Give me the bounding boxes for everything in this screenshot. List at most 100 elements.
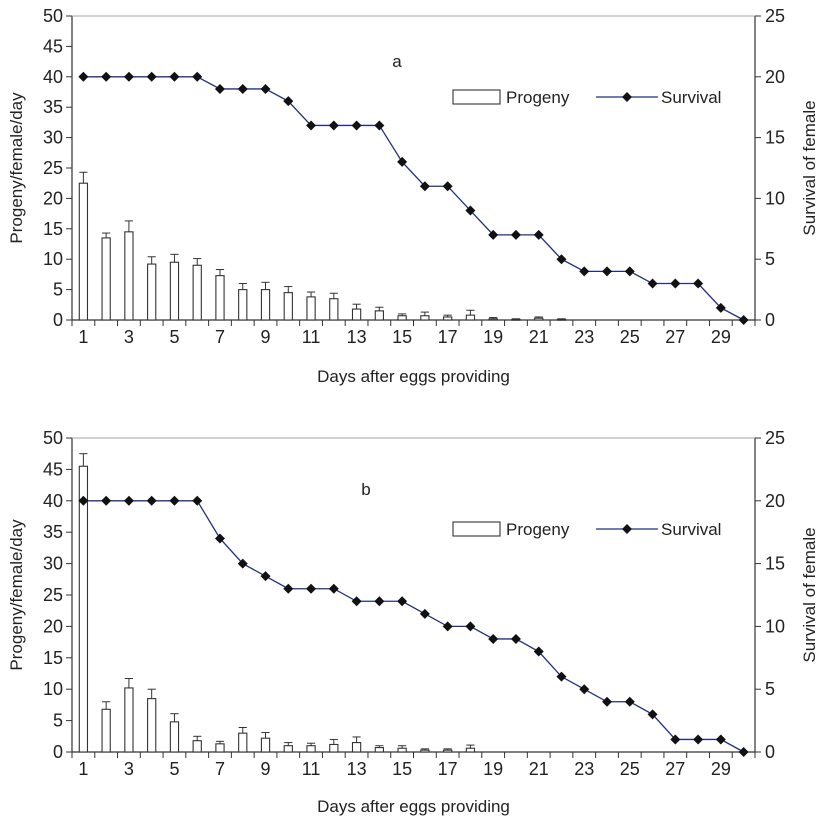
progeny-bar [351, 742, 362, 753]
survival-point [374, 120, 385, 131]
y-tick-label-right: 5 [765, 679, 775, 699]
survival-point [260, 83, 271, 94]
x-tick-label: 19 [483, 759, 503, 779]
x-tick-label: 7 [215, 759, 225, 779]
x-tick-label: 1 [78, 759, 88, 779]
survival-point [283, 583, 294, 594]
x-tick-label: 11 [302, 759, 321, 779]
y-tick-label-left: 15 [43, 648, 63, 668]
progeny-bar [238, 732, 248, 753]
survival-point [78, 71, 89, 82]
survival-point [192, 495, 203, 506]
survival-point [670, 734, 681, 745]
survival-point [510, 229, 521, 240]
survival-point [169, 71, 180, 82]
survival-point [693, 734, 704, 745]
survival-point [488, 633, 499, 644]
survival-point [306, 120, 317, 131]
progeny-bar [465, 747, 476, 753]
progeny-bar [215, 275, 225, 321]
y-tick-label-right: 15 [765, 128, 785, 148]
progeny-bar [420, 749, 430, 753]
y-axis-title-left: Progeny/female/day [7, 92, 26, 244]
progeny-bar [397, 315, 407, 321]
x-tick-label: 29 [711, 327, 731, 347]
x-tick-label: 29 [711, 759, 731, 779]
y-tick-label-right: 25 [765, 6, 785, 26]
y-tick-label-left: 5 [53, 711, 63, 731]
progeny-bar [306, 296, 316, 321]
survival-point [579, 266, 590, 277]
survival-line [83, 76, 744, 321]
y-tick-label-left: 0 [53, 310, 63, 330]
survival-point [214, 533, 225, 544]
x-tick-label: 1 [78, 327, 88, 347]
x-tick-label: 19 [483, 327, 503, 347]
x-axis-title: Days after eggs providing [317, 367, 510, 386]
survival-point [146, 495, 157, 506]
survival-point [624, 696, 635, 707]
survival-point [533, 646, 544, 657]
x-tick-label: 25 [620, 327, 640, 347]
survival-point [283, 96, 294, 107]
y-tick-label-left: 15 [43, 219, 63, 239]
survival-point [670, 278, 681, 289]
y-tick-label-right: 20 [765, 491, 785, 511]
progeny-bar [169, 721, 180, 753]
progeny-bar [397, 747, 407, 753]
y-axis-title-right: Survival of female [800, 527, 819, 662]
legend-label-survival: Survival [661, 88, 721, 107]
survival-point [306, 583, 317, 594]
survival-point [465, 205, 476, 216]
survival-point [351, 596, 362, 607]
legend-label-progeny: Progeny [506, 88, 570, 107]
x-tick-label: 21 [529, 327, 549, 347]
survival-point [351, 120, 362, 131]
x-tick-label: 13 [347, 327, 367, 347]
survival-point [78, 495, 89, 506]
y-tick-label-right: 10 [765, 188, 785, 208]
survival-line [83, 500, 744, 753]
x-tick-label: 13 [347, 759, 367, 779]
x-tick-label: 3 [124, 759, 134, 779]
survival-point [214, 83, 225, 94]
survival-point [647, 709, 658, 720]
x-tick-label: 5 [169, 327, 179, 347]
progeny-bar [443, 749, 453, 753]
survival-point [488, 229, 499, 240]
progeny-bar [283, 292, 293, 321]
legend-label-survival: Survival [661, 520, 721, 539]
survival-point [602, 696, 613, 707]
survival-point [192, 71, 203, 82]
survival-point [579, 684, 590, 695]
survival-point [602, 266, 613, 277]
survival-point [738, 315, 749, 325]
x-tick-label: 9 [261, 327, 271, 347]
x-tick-label: 27 [665, 327, 685, 347]
y-tick-label-left: 30 [43, 128, 63, 148]
progeny-bar [329, 298, 339, 321]
y-tick-label-left: 25 [43, 158, 63, 178]
progeny-bar [192, 740, 202, 753]
survival-point [328, 120, 339, 131]
survival-point [419, 181, 430, 192]
progeny-bar [420, 315, 430, 321]
progeny-bar [306, 745, 316, 753]
survival-point [169, 495, 180, 506]
progeny-bar [260, 737, 271, 753]
survival-point [397, 156, 408, 167]
x-tick-label: 17 [438, 759, 458, 779]
y-tick-label-right: 25 [765, 428, 785, 448]
progeny-bar [215, 743, 225, 753]
survival-point [465, 621, 476, 632]
progeny-bar [260, 289, 271, 321]
y-tick-label-left: 50 [43, 428, 63, 448]
x-tick-label: 23 [574, 759, 594, 779]
survival-point [237, 83, 248, 94]
legend-swatch-progeny [452, 521, 501, 537]
y-tick-label-right: 0 [765, 742, 775, 762]
survival-point [419, 608, 430, 619]
y-tick-label-left: 40 [43, 67, 63, 87]
survival-point [397, 596, 408, 607]
